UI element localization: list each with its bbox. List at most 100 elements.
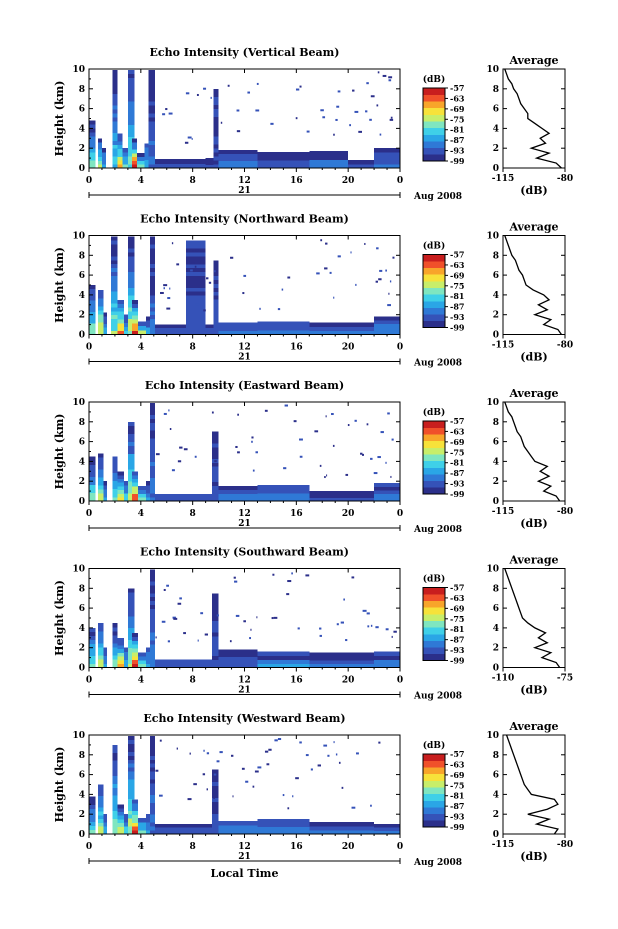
heatmap-cell [149,442,156,447]
heatmap-cell [117,645,124,650]
colorbar-swatch [423,127,445,135]
heatmap-cell [117,826,124,831]
heatmap-speckle [282,794,285,797]
heatmap-cell [103,485,108,490]
heatmap-speckle [243,620,246,623]
heatmap-cell [123,826,128,831]
heatmap-cell [112,81,118,86]
heatmap-cell [212,663,219,668]
heatmap-speckle [165,108,168,111]
heatmap-cell [89,128,96,133]
heatmap-cell [112,795,118,800]
heatmap-cell [149,794,156,800]
heatmap-cell [186,256,206,261]
colorbar-swatch [423,320,445,328]
heatmap-cell [111,303,118,308]
colorbar-swatch [423,480,445,488]
heatmap-cell [212,640,219,645]
heatmap-cells [89,402,400,502]
heatmap-cell [212,805,219,811]
heatmap-cell [257,822,310,827]
heatmap-cell [155,659,213,664]
colorbar-swatch [423,307,445,315]
heatmap-cell [127,596,135,601]
heatmap-cell [309,822,375,827]
colorbar-swatch [423,800,445,808]
heatmap-cell [212,454,219,459]
profile-y-tick-label: 6 [493,271,499,281]
heatmap-cell [98,461,104,466]
heatmap-cell [89,132,96,137]
heatmap-cell [127,663,135,668]
heatmap-cell [127,152,135,157]
heatmap-cell [131,799,139,804]
heatmap-cell [123,318,128,323]
heatmap-speckle [190,269,193,272]
heatmap-cell [103,647,108,652]
y-tick-label: 2 [79,311,85,321]
heatmap-cell [111,330,118,335]
heatmap-speckle [376,247,379,250]
heatmap-cell [149,326,156,331]
heatmap-cell [111,299,118,304]
heatmap-cell [89,136,96,141]
heatmap-cell [149,256,156,261]
heatmap-cell [127,248,135,253]
heatmap-cell [112,627,118,632]
heatmap-cell [98,659,104,664]
heatmap-cells [89,569,400,668]
heatmap-cell [374,483,400,488]
heatmap-cell [138,830,147,835]
heatmap-cell [136,156,145,161]
heatmap-cell [127,814,135,819]
heatmap-cell [117,307,124,312]
heatmap-cell [212,601,219,606]
heatmap-cell [148,109,156,114]
heatmap-cell [111,260,118,265]
heatmap-cell [212,777,219,783]
heatmap-cell [218,153,258,158]
x-tick-label: 0 [86,176,92,186]
heatmap-cell [98,822,104,827]
heatmap-cell [89,296,96,301]
y-tick-label: 10 [72,232,85,242]
heatmap-cell [148,105,156,110]
profile-y-tick-label: 8 [493,251,499,261]
heatmap-cell [122,156,130,161]
heatmap-cell [213,287,219,292]
y-tick-label: 2 [79,644,85,654]
heatmap-speckle [186,272,190,275]
heatmap-speckle [389,280,392,283]
heatmap-cell [131,307,139,312]
x-tick-label: 8 [190,176,196,186]
heatmap-speckle [354,419,357,422]
heatmap-cell [89,464,96,469]
heatmap-cell [148,148,156,153]
heatmap-cell [155,324,206,329]
heatmap-cell [117,144,123,150]
heatmap-speckle [206,277,209,280]
heatmap-cell [149,798,156,803]
heatmap-cell [131,315,139,320]
heatmap-cell [127,608,135,613]
heatmap-cell [127,429,135,434]
heatmap-speckle [194,265,197,268]
heatmap-cell [112,77,118,83]
heatmap-cell [149,314,156,320]
heatmap-cell [149,814,156,819]
heatmap-cell [98,465,104,470]
heatmap-cell [212,817,219,823]
heatmap-cell [127,755,135,760]
heatmap-cell [205,327,214,332]
heatmap-cell [146,327,150,332]
heatmap-cell [257,826,310,831]
heatmap-cell [98,663,104,668]
y-tick-label: 4 [79,291,85,301]
heatmap-cell [127,101,135,106]
heatmap-speckle [161,620,166,623]
colorbar-swatch [423,460,445,468]
heatmap-speckle [333,741,335,744]
heatmap-cell [257,489,310,494]
heatmap-cell [149,252,156,257]
